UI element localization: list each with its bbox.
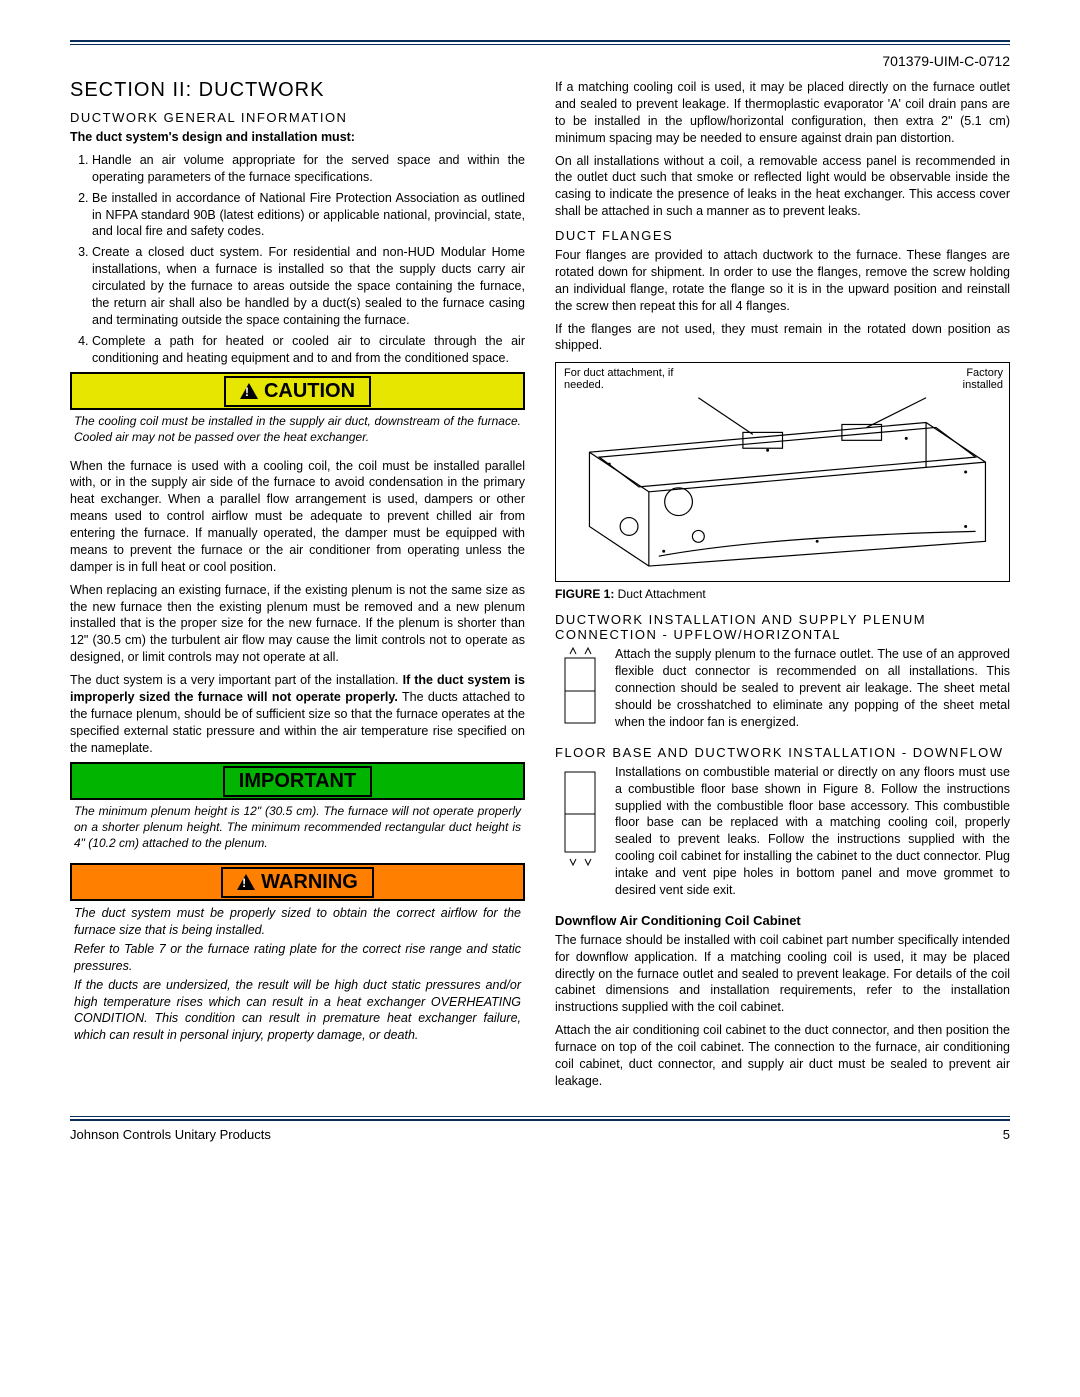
doc-id: 701379-UIM-C-0712 <box>70 53 1010 69</box>
heading-install: DUCTWORK INSTALLATION AND SUPPLY PLENUM … <box>555 612 1010 642</box>
important-label: IMPORTANT <box>239 770 356 793</box>
warning-triangle-icon <box>237 874 255 890</box>
warning-body: The duct system must be properly sized t… <box>70 903 525 1052</box>
paragraph: Attach the supply plenum to the furnace … <box>615 646 1010 730</box>
list-item: Be installed in accordance of National F… <box>92 190 525 241</box>
paragraph: The furnace should be installed with coi… <box>555 932 1010 1016</box>
figure-label-right: Factory installed <box>943 367 1003 391</box>
page-number: 5 <box>1003 1127 1010 1142</box>
duct-attachment-diagram <box>566 373 999 571</box>
paragraph: Four flanges are provided to attach duct… <box>555 247 1010 315</box>
two-column-layout: SECTION II: DUCTWORK DUCTWORK GENERAL IN… <box>70 79 1010 1096</box>
paragraph: When the furnace is used with a cooling … <box>70 458 525 576</box>
paragraph: If a matching cooling coil is used, it m… <box>555 79 1010 147</box>
section-title: SECTION II: DUCTWORK <box>70 79 525 102</box>
paragraph: Attach the air conditioning coil cabinet… <box>555 1022 1010 1090</box>
caution-body: The cooling coil must be installed in th… <box>70 412 525 451</box>
footer-left: Johnson Controls Unitary Products <box>70 1127 271 1142</box>
list-item: Complete a path for heated or cooled air… <box>92 333 525 367</box>
header-rule <box>70 40 1010 45</box>
lead-sentence: The duct system's design and installatio… <box>70 129 525 146</box>
heading-downflow-cabinet: Downflow Air Conditioning Coil Cabinet <box>555 913 1010 928</box>
list-item: Create a closed duct system. For residen… <box>92 244 525 328</box>
heading-floor: FLOOR BASE AND DUCTWORK INSTALLATION - D… <box>555 745 1010 760</box>
heading-flanges: DUCT FLANGES <box>555 228 1010 243</box>
paragraph: When replacing an existing furnace, if t… <box>70 582 525 666</box>
downflow-furnace-icon <box>555 764 605 905</box>
footer: Johnson Controls Unitary Products 5 <box>70 1127 1010 1142</box>
important-bar: IMPORTANT <box>70 762 525 800</box>
caution-bar: CAUTION <box>70 372 525 410</box>
figure-1: For duct attachment, if needed. Factory … <box>555 362 1010 582</box>
paragraph: On all installations without a coil, a r… <box>555 153 1010 221</box>
important-body: The minimum plenum height is 12" (30.5 c… <box>70 802 525 857</box>
paragraph: Installations on combustible material or… <box>615 764 1010 899</box>
warning-label: WARNING <box>261 871 358 894</box>
figure-caption: FIGURE 1: Duct Attachment <box>555 586 1010 602</box>
paragraph: The duct system must be properly sized t… <box>74 905 521 939</box>
caution-label: CAUTION <box>264 380 355 403</box>
left-column: SECTION II: DUCTWORK DUCTWORK GENERAL IN… <box>70 79 525 1096</box>
list-item: Handle an air volume appropriate for the… <box>92 152 525 186</box>
figure-label-left: For duct attachment, if needed. <box>564 367 694 391</box>
paragraph: The duct system is a very important part… <box>70 672 525 756</box>
footer-rule <box>70 1116 1010 1121</box>
right-column: If a matching cooling coil is used, it m… <box>555 79 1010 1096</box>
paragraph: If the ducts are undersized, the result … <box>74 977 521 1045</box>
warning-triangle-icon <box>240 383 258 399</box>
upflow-furnace-icon <box>555 646 605 736</box>
warning-bar: WARNING <box>70 863 525 901</box>
requirements-list: Handle an air volume appropriate for the… <box>70 152 525 367</box>
paragraph: If the flanges are not used, they must r… <box>555 321 1010 355</box>
heading-general: DUCTWORK GENERAL INFORMATION <box>70 110 525 125</box>
paragraph: Refer to Table 7 or the furnace rating p… <box>74 941 521 975</box>
